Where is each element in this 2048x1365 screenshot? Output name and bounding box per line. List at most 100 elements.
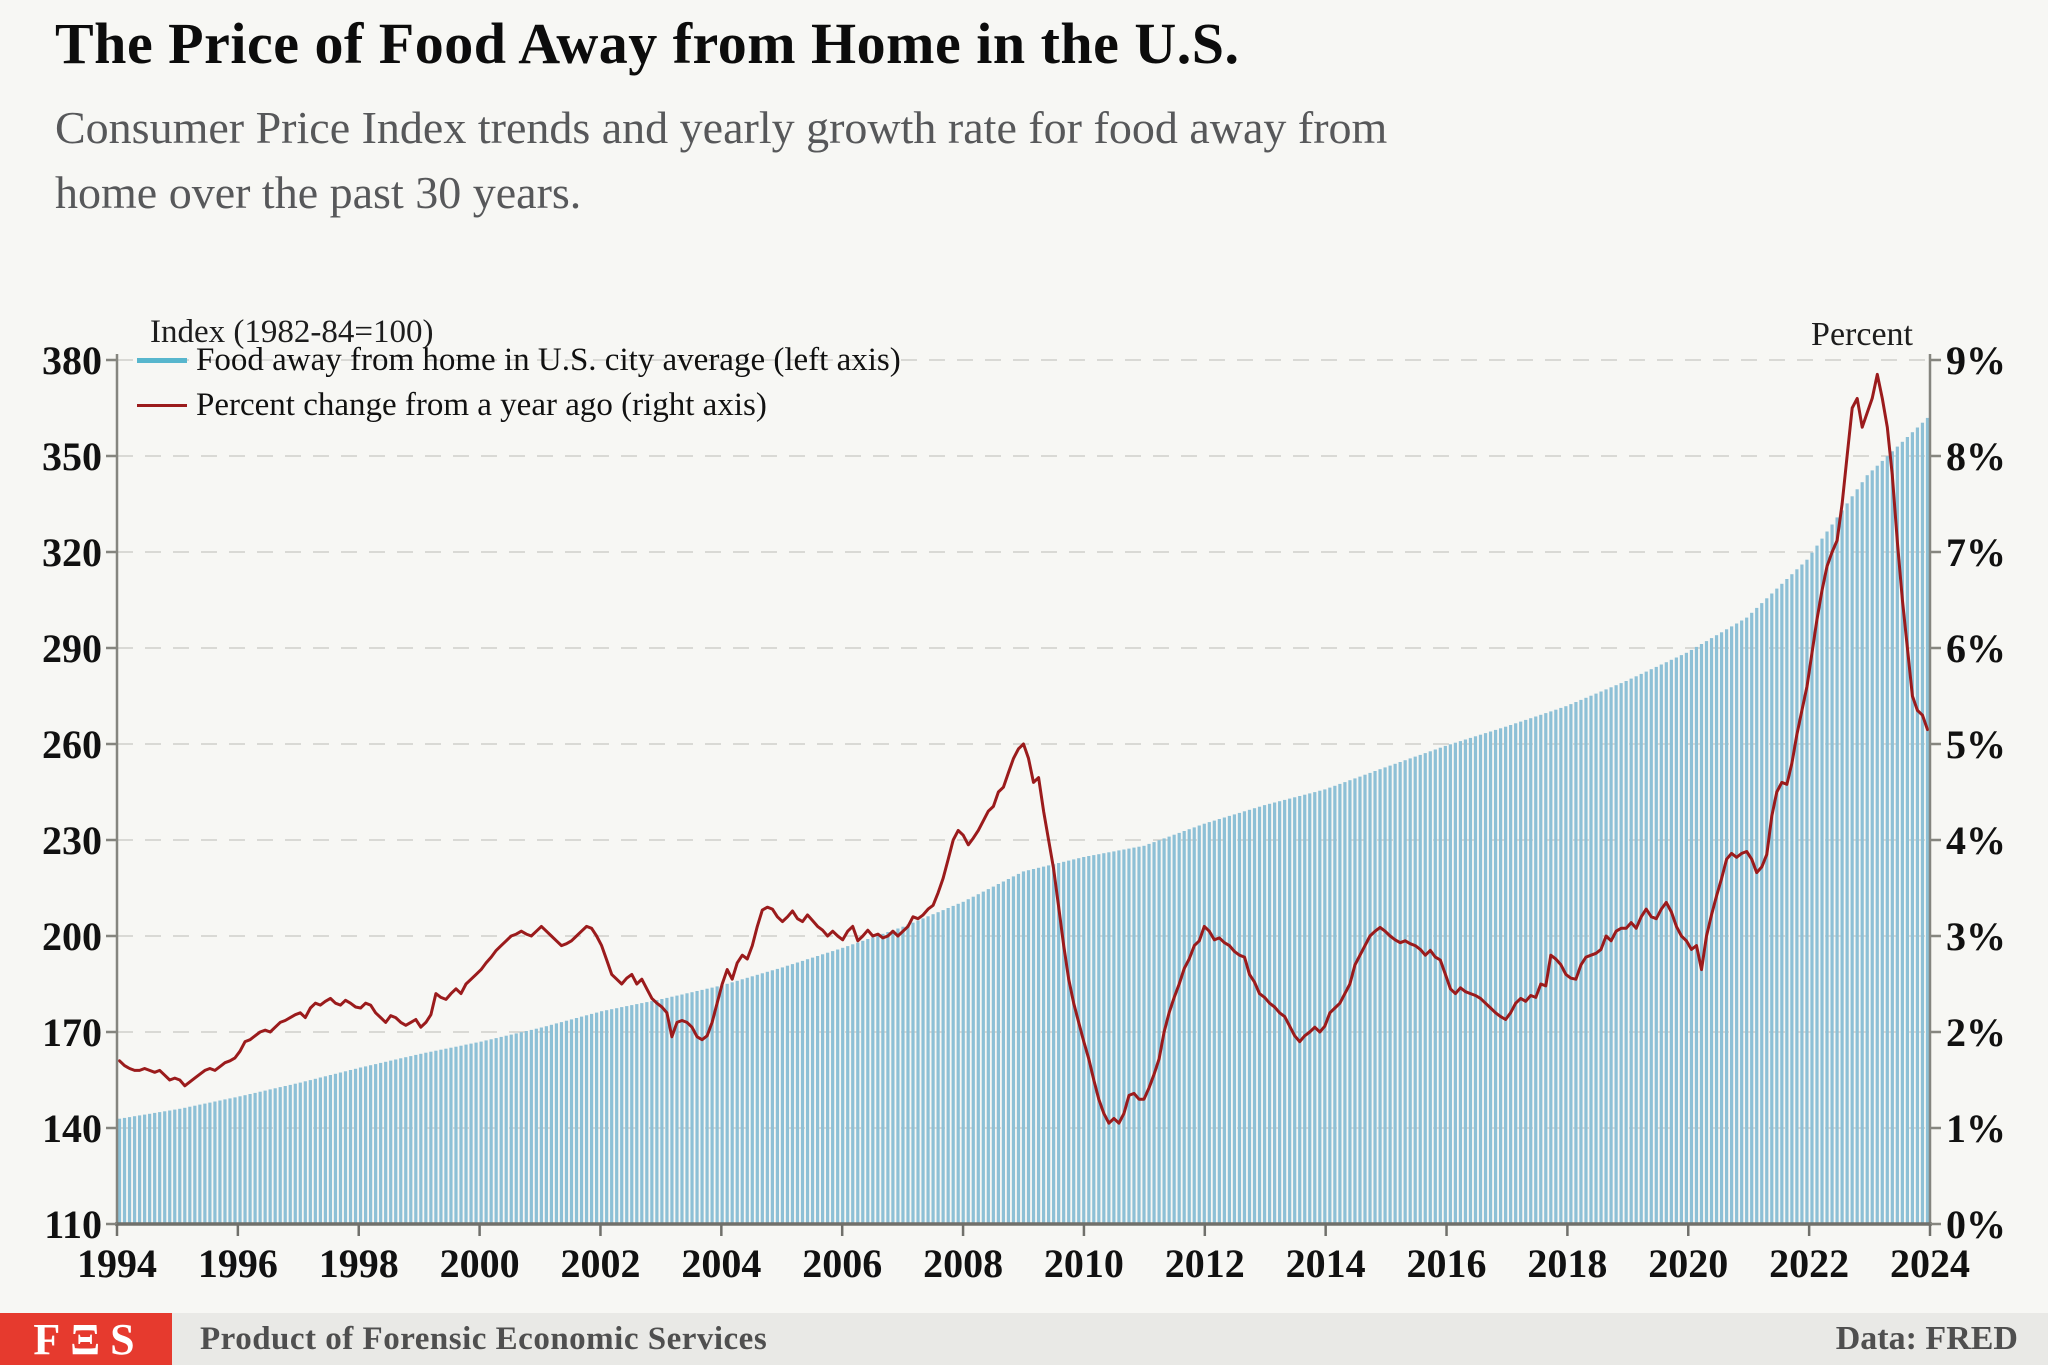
index-bar (1197, 825, 1201, 1224)
legend-item-pct-series: Percent change from a year ago (right ax… (137, 385, 767, 425)
index-bar (1544, 713, 1548, 1224)
index-bar (1303, 794, 1307, 1224)
index-bar (750, 976, 754, 1224)
index-bar (1599, 691, 1603, 1224)
index-bar (1247, 809, 1252, 1224)
index-bar (1820, 538, 1824, 1224)
index-bar (1488, 731, 1493, 1224)
index-bar (1875, 465, 1879, 1224)
tick-label: 2024 (1890, 1241, 1970, 1286)
index-bar (1152, 842, 1156, 1224)
index-bar (1418, 754, 1422, 1224)
tick-label: 0% (1946, 1202, 2006, 1247)
index-bar (1413, 756, 1417, 1224)
index-bar (273, 1088, 277, 1224)
index-bar (996, 884, 1000, 1224)
index-bar (635, 1004, 639, 1224)
index-bar (248, 1094, 252, 1224)
index-bar (1031, 869, 1036, 1224)
index-bar (800, 960, 805, 1224)
index-bar (775, 968, 779, 1224)
index-bar (815, 956, 820, 1224)
index-bar (158, 1112, 162, 1224)
index-bar (1569, 704, 1573, 1224)
tick-label: 170 (42, 1010, 102, 1055)
index-bar (1142, 845, 1146, 1224)
index-bar (358, 1067, 363, 1224)
index-bar (579, 1016, 584, 1224)
index-bar (1368, 772, 1372, 1224)
index-bar (630, 1005, 634, 1224)
index-bar (529, 1029, 533, 1224)
tick-label: 260 (42, 722, 102, 767)
index-bar (374, 1064, 378, 1224)
index-bar (1137, 846, 1141, 1224)
index-bar (1252, 808, 1257, 1224)
index-bar (1735, 623, 1739, 1224)
index-bar (459, 1045, 463, 1224)
index-bar (1092, 855, 1096, 1224)
index-bar (971, 896, 975, 1224)
index-bar (1433, 749, 1437, 1224)
index-bar (851, 944, 855, 1224)
index-bar (1830, 524, 1834, 1224)
index-bar (1750, 612, 1754, 1224)
index-bar (444, 1048, 448, 1224)
index-bar (1298, 796, 1302, 1224)
index-bar (1483, 733, 1488, 1224)
index-bar (263, 1090, 267, 1224)
index-bar (1629, 678, 1633, 1224)
tick-label: 230 (42, 818, 102, 863)
index-bar (1328, 787, 1332, 1224)
index-bar (469, 1043, 473, 1224)
tick-label: 140 (42, 1106, 102, 1151)
index-bar (660, 999, 664, 1224)
index-bar (1011, 876, 1016, 1224)
index-bar (1478, 734, 1483, 1224)
index-bar (896, 928, 900, 1224)
tick-label: 7% (1946, 530, 2006, 575)
pct-series-swatch (137, 403, 187, 407)
index-bar (1127, 848, 1131, 1224)
index-bar (1041, 866, 1046, 1224)
index-bar (1232, 814, 1237, 1224)
index-bar (1052, 864, 1056, 1224)
index-bar (1719, 632, 1724, 1224)
index-bar (519, 1032, 523, 1224)
index-bar (1579, 699, 1583, 1224)
tick-label: 1998 (319, 1241, 399, 1286)
index-bar (931, 914, 935, 1224)
index-bar (876, 935, 880, 1224)
index-bar (765, 971, 769, 1224)
index-bar (1730, 626, 1734, 1224)
index-bar (991, 886, 995, 1224)
index-bar (640, 1003, 644, 1224)
index-bar (725, 983, 729, 1224)
index-bar (258, 1091, 262, 1224)
index-bar (906, 924, 910, 1224)
index-bar (891, 930, 895, 1224)
index-bar (1493, 729, 1498, 1224)
index-bar (173, 1109, 177, 1224)
index-bar (1689, 649, 1694, 1224)
index-bar (1614, 685, 1618, 1224)
index-bar (1554, 709, 1558, 1224)
tick-label: 2020 (1648, 1241, 1728, 1286)
index-bar (574, 1018, 579, 1224)
index-bar (1112, 851, 1116, 1224)
index-bar (389, 1060, 393, 1224)
index-bar (710, 987, 714, 1224)
index-bar (760, 973, 764, 1224)
index-bar (1132, 847, 1136, 1224)
tick-label: 9% (1946, 338, 2006, 383)
index-bar (434, 1050, 438, 1224)
index-bar (127, 1117, 132, 1224)
footer-product-text: Product of Forensic Economic Services (200, 1320, 768, 1357)
index-bar (1438, 747, 1442, 1224)
index-bar (1870, 470, 1874, 1224)
index-bar (379, 1062, 383, 1224)
index-bar (901, 926, 905, 1224)
index-bar (1714, 635, 1719, 1224)
index-bar (1293, 797, 1297, 1224)
index-bar (1765, 598, 1769, 1224)
